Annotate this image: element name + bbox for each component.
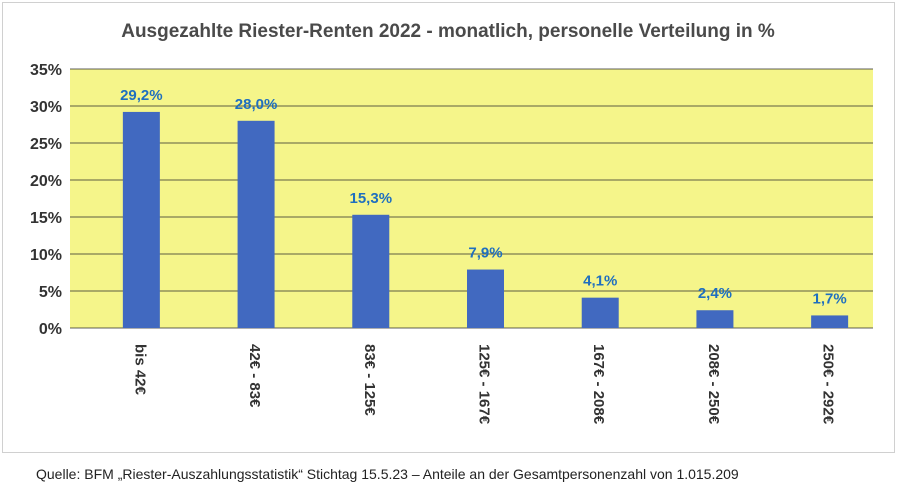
x-tick-label: 42€ - 83€ [246, 344, 263, 408]
x-axis-labels: bis 42€ 42€ - 83€ 83€ - 125€ 125€ - 167€ 167… [131, 344, 836, 425]
x-tick-label: 208€ - 250€ [705, 344, 722, 425]
bars [122, 111, 849, 328]
data-label: 7,9% [468, 245, 502, 262]
data-label: 4,1% [583, 273, 617, 290]
y-tick-label: 30% [30, 99, 62, 116]
bar [811, 315, 849, 328]
y-tick-label: 10% [30, 247, 62, 264]
x-tick-label: 83€ - 125€ [361, 344, 378, 416]
y-tick-label: 20% [30, 173, 62, 190]
bar [237, 120, 275, 328]
y-tick-label: 5% [39, 284, 62, 301]
bar [696, 310, 734, 328]
x-tick-label: 167€ - 208€ [590, 344, 607, 425]
data-label: 29,2% [120, 87, 163, 104]
x-tick-label: 250€ - 292€ [820, 344, 837, 425]
bar-chart: Ausgezahlte Riester-Renten 2022 - monatl… [30, 21, 873, 425]
gridlines [70, 68, 873, 329]
y-tick-label: 25% [30, 136, 62, 153]
bar [352, 214, 390, 328]
y-tick-label: 35% [30, 62, 62, 79]
source-note: Quelle: BFM „Riester-Auszahlungsstatisti… [36, 466, 739, 482]
x-tick-label: bis 42€ [131, 344, 148, 396]
data-label: 28,0% [235, 96, 278, 113]
bar [581, 297, 619, 328]
chart-title: Ausgezahlte Riester-Renten 2022 - monatl… [121, 21, 775, 42]
value-labels: 29,2% 28,0% 15,3% 7,9% 4,1% 2,4% 1,7% [120, 87, 847, 308]
y-tick-label: 15% [30, 210, 62, 227]
data-label: 15,3% [350, 190, 393, 207]
x-tick-label: 125€ - 167€ [476, 344, 493, 425]
y-axis-ticks: 0% 5% 10% 15% 20% 25% 30% 35% [30, 62, 62, 338]
bar [467, 269, 504, 328]
bar [122, 111, 160, 328]
y-tick-label: 0% [39, 321, 62, 338]
data-label: 1,7% [813, 290, 847, 307]
data-label: 2,4% [698, 285, 732, 302]
